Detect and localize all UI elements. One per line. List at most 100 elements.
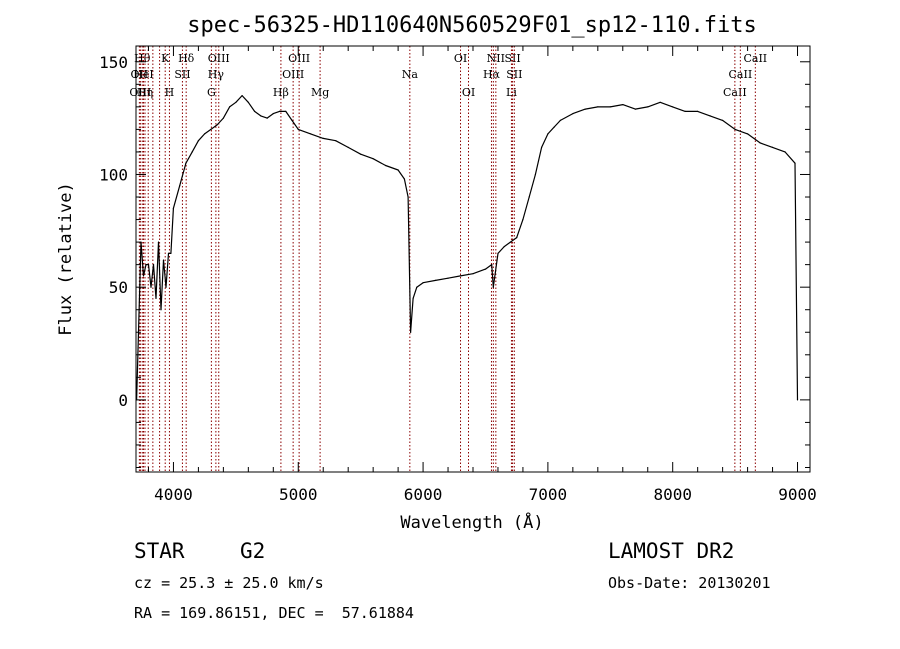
data-point [147, 264, 150, 266]
line-mark-label: OIII [208, 52, 230, 65]
y-tick-label: 150 [99, 53, 128, 72]
line-mark-label: Hδ [178, 52, 195, 65]
data-point [447, 277, 449, 279]
data-point [435, 279, 437, 281]
data-point [516, 237, 518, 239]
line-mark-label: Mg [311, 86, 329, 99]
data-point [416, 286, 418, 288]
data-point [229, 106, 231, 108]
series-layer [136, 94, 799, 401]
data-point [509, 241, 511, 243]
object-subclass: G2 [240, 539, 266, 563]
data-point [522, 219, 524, 221]
data-point [157, 241, 160, 243]
data-point [584, 108, 586, 110]
line-mark-label: CaII [743, 52, 767, 65]
data-point [145, 264, 147, 266]
data-point [759, 142, 761, 144]
data-point [254, 110, 256, 112]
line-mark-label: OI [454, 52, 467, 65]
data-point [142, 275, 145, 277]
line-marks: OIIOIIIHθHeIHηKHSIIHδGHγOIIIHβOIIIOIIIMg… [129, 46, 767, 472]
data-point [204, 133, 206, 135]
data-point [170, 252, 172, 254]
obs-date: Obs-Date: 20130201 [608, 574, 771, 592]
data-point [528, 196, 530, 198]
y-tick-label: 100 [99, 165, 128, 184]
data-point [162, 259, 165, 261]
data-point [497, 252, 499, 254]
x-tick-label: 6000 [404, 485, 443, 504]
survey-name: LAMOST DR2 [608, 539, 735, 563]
data-point [794, 162, 796, 164]
data-point [397, 169, 399, 171]
data-point [347, 146, 349, 148]
data-point [310, 133, 312, 135]
line-mark-label: Hα [483, 68, 501, 81]
line-mark-label: Hβ [273, 86, 289, 99]
data-point [559, 119, 562, 121]
data-point [609, 106, 611, 108]
line-mark-label: Li [506, 86, 517, 99]
data-point [155, 297, 157, 299]
data-point [241, 95, 243, 97]
line-mark-label: SII [174, 68, 190, 81]
data-point [772, 146, 774, 148]
line-mark-label: Na [402, 68, 419, 81]
data-point [412, 297, 414, 299]
x-tick-label: 9000 [778, 485, 817, 504]
data-point [459, 275, 462, 277]
data-point [278, 110, 281, 112]
data-point [210, 128, 212, 130]
x-tick-label: 4000 [154, 485, 193, 504]
data-point [547, 133, 549, 135]
data-point [622, 104, 624, 106]
line-mark-label: OIII [129, 86, 151, 99]
data-point [172, 207, 174, 209]
data-point [534, 173, 537, 176]
line-mark-label: SII [504, 52, 520, 65]
data-point [647, 106, 649, 108]
x-axis-label: Wavelength (Å) [400, 511, 543, 533]
object-class: STAR [134, 539, 185, 563]
data-point [179, 185, 181, 187]
line-mark-label: SII [506, 68, 522, 81]
chart-title: spec-56325-HD110640N560529F01_sp12-110.f… [187, 13, 757, 38]
data-point [335, 140, 337, 142]
data-point [422, 282, 424, 284]
data-point [247, 101, 249, 103]
line-mark-label: NII [487, 52, 505, 65]
data-point [709, 115, 711, 117]
data-point [385, 164, 387, 167]
data-point [191, 151, 193, 153]
data-point [634, 108, 636, 110]
data-point [160, 309, 162, 311]
data-point [266, 117, 268, 119]
data-point [553, 126, 555, 128]
plot-frame [135, 45, 811, 473]
data-point [684, 110, 686, 112]
y-axis-label: Flux (relative) [56, 182, 76, 336]
series-line [136, 94, 799, 400]
data-point [722, 119, 724, 121]
data-point [285, 110, 287, 112]
line-mark-label: OI [462, 86, 475, 99]
data-point [659, 101, 661, 103]
data-point [150, 286, 152, 288]
line-mark-label: G [207, 86, 216, 99]
line-mark-label: CaII [723, 86, 747, 99]
data-point [235, 101, 237, 103]
data-point [503, 246, 505, 248]
x-tick-label: 8000 [653, 485, 692, 504]
data-point [697, 110, 699, 112]
data-point [541, 146, 543, 148]
redshift-text: cz = 25.3 ± 25.0 km/s [134, 574, 324, 592]
line-mark-label: H [165, 86, 175, 99]
data-point [372, 158, 374, 160]
y-tick-label: 0 [118, 391, 128, 410]
data-point [747, 133, 749, 135]
data-point [672, 106, 674, 108]
data-point [167, 252, 170, 254]
data-point [734, 128, 736, 130]
